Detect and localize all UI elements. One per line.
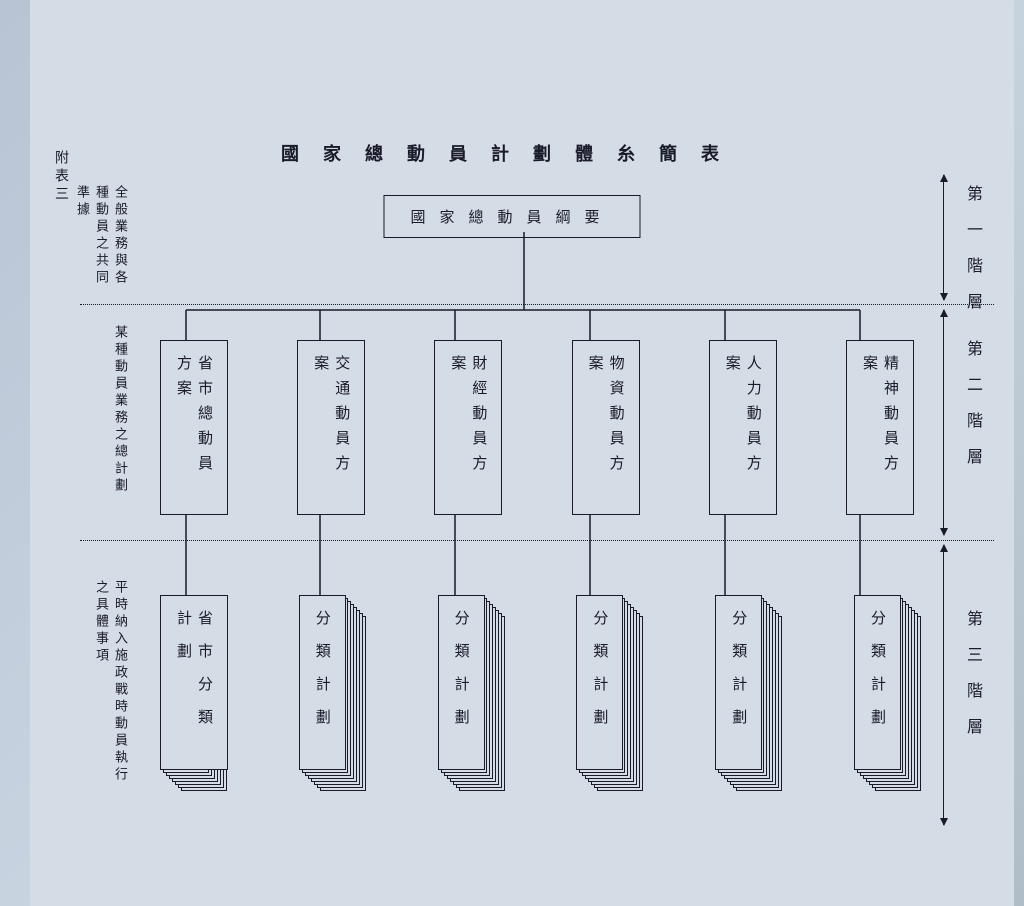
level-3-node: 分類計劃 (438, 595, 485, 770)
layer-2-range-indicator (943, 310, 944, 535)
level-2-node: 財經動員方案 (434, 340, 502, 515)
level-3-node: 分類計劃 (299, 595, 346, 770)
level-2-container: 省市總動員方案 交通動員方案 財經動員方案 物資動員方案 人力動員方案 精神動員方案 (160, 340, 914, 515)
layer-1-label: 第一階層 (960, 185, 984, 329)
layer-separator-1 (80, 304, 994, 305)
level-3-node: 分類計劃 (715, 595, 762, 770)
diagram-title: 國家總動員計劃體糸簡表 (281, 140, 743, 166)
level-3-stack: 分類計劃 (299, 595, 359, 780)
level-3-stack: 分類計劃 (438, 595, 498, 780)
level-3-stack: 省市分類計劃 (160, 595, 220, 780)
level-3-container: 省市分類計劃 分類計劃 分類計劃 分類計劃 分類計劃 分類計劃 (160, 595, 914, 780)
top-node-box: 國家總動員綱要 (383, 195, 640, 238)
layer-1-range-indicator (943, 175, 944, 300)
level-3-node: 省市分類計劃 (160, 595, 228, 770)
layer-3-range-indicator (943, 545, 944, 825)
layer-separator-2 (80, 540, 994, 541)
level-2-node: 物資動員方案 (572, 340, 640, 515)
level-3-node: 分類計劃 (576, 595, 623, 770)
appendix-label: 附表三 (50, 150, 70, 204)
layer-2-description: 某種動員業務之總計劃 (90, 325, 130, 520)
layer-1-description: 全般業務與各種動員之共同準據 (90, 185, 130, 295)
level-2-node: 交通動員方案 (297, 340, 365, 515)
level-3-stack: 分類計劃 (854, 595, 914, 780)
level-2-node: 精神動員方案 (846, 340, 914, 515)
layer-3-description: 平時納入施政戰時動員執行之具體事項 (90, 580, 130, 800)
level-3-stack: 分類計劃 (715, 595, 775, 780)
level-2-node: 省市總動員方案 (160, 340, 228, 515)
layer-3-label: 第三階層 (960, 610, 984, 754)
level-2-node: 人力動員方案 (709, 340, 777, 515)
level-3-node: 分類計劃 (854, 595, 901, 770)
level-3-stack: 分類計劃 (576, 595, 636, 780)
layer-2-label: 第二階層 (960, 340, 984, 484)
